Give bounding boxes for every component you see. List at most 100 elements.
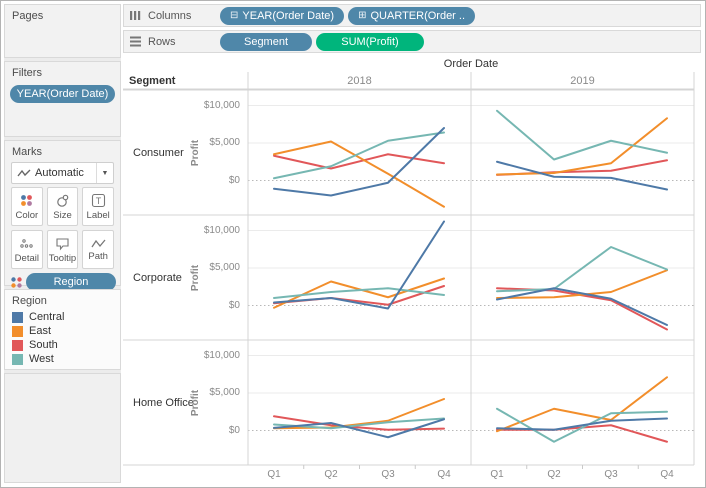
mark-type-label: Automatic [35,167,84,179]
label-button[interactable]: T Label [82,187,114,226]
series-line-south[interactable] [273,153,445,170]
legend-item-central[interactable]: Central [5,310,120,324]
legend-item-south[interactable]: South [5,338,120,352]
y-tick-label: $5,000 [209,387,240,398]
y-tick-label: $10,000 [203,99,240,111]
series-line-east[interactable] [496,269,668,299]
year-header-2018: 2018 [347,75,372,87]
legend-title: Region [12,295,47,307]
series-line-west[interactable] [496,407,668,443]
series-line-west[interactable] [273,287,445,299]
legend-label: Central [29,311,65,323]
legend-swatch [12,339,23,351]
series-line-east[interactable] [273,398,445,430]
columns-shelf-label: Columns [148,9,192,22]
marks-region-pill[interactable]: Region [26,273,116,291]
series-line-central[interactable] [273,220,445,310]
x-tick-label-q3: Q3 [381,469,395,480]
detail-button[interactable]: Detail [11,230,43,269]
legend-label: West [29,353,54,365]
chart-title-order-date: Order Date [443,58,499,70]
columns-shelf[interactable]: Columns ⊟ YEAR(Order Date) ⊞ QUARTER(Ord… [123,4,701,27]
series-line-east[interactable] [273,140,445,208]
color-button-label: Color [15,209,39,221]
segment-column-header: Segment [129,75,176,87]
series-line-east[interactable] [496,117,668,176]
x-tick-label-q2: Q2 [324,469,338,480]
legend-label: East [29,325,52,337]
row-label-consumer: Consumer [133,146,184,159]
chart-pane: Order Date Segment 2018 2019 Consumer Profit $… [123,56,701,480]
legend-swatch [12,325,23,337]
filters-label: Filters [12,67,42,79]
y-tick-label: $0 [228,299,240,311]
y-axis-title-profit: Profit [190,139,201,166]
series-line-west[interactable] [273,131,445,180]
mark-type-dropdown[interactable]: Automatic ▼ [11,162,114,184]
y-tick-label: $5,000 [209,137,240,148]
row-label-corporate: Corporate [133,271,182,284]
svg-text:T: T [95,196,101,206]
series-line-central[interactable] [496,417,668,431]
size-icon [57,194,69,207]
legend-label: South [29,339,58,351]
legend-swatch [12,311,23,323]
series-line-central[interactable] [273,418,445,439]
series-line-central[interactable] [496,160,668,191]
legend-item-east[interactable]: East [5,324,120,338]
pill-sum-profit[interactable]: SUM(Profit) [316,33,424,51]
pages-card[interactable]: Pages [4,4,121,58]
series-line-central[interactable] [273,127,445,197]
pill-label: YEAR(Order Date) [242,10,335,22]
text-label-icon: T [91,193,105,207]
y-axis-title-profit: Profit [190,264,201,291]
series-line-west[interactable] [496,246,668,293]
chevron-down-icon[interactable]: ▼ [96,163,113,183]
legend-item-west[interactable]: West [5,352,120,366]
color-dots-icon [11,276,22,288]
detail-button-label: Detail [14,252,39,264]
filter-pill-year-order-date[interactable]: YEAR(Order Date) [10,85,115,103]
size-button[interactable]: Size [46,187,79,226]
sidebar: Pages Filters YEAR(Order Date) Marks Aut… [4,4,121,483]
pill-label: QUARTER(Order .. [370,10,466,22]
y-tick-label: $0 [228,424,240,436]
tooltip-button[interactable]: Tooltip [46,230,79,269]
year-header-2019: 2019 [570,75,595,87]
filters-card[interactable]: Filters YEAR(Order Date) [4,61,121,137]
pages-label: Pages [12,10,44,22]
x-tick-label-q4: Q4 [437,469,451,480]
path-button[interactable]: Path [82,230,114,269]
x-tick-label-q1: Q1 [490,469,504,480]
size-button-label: Size [53,209,72,221]
rows-icon [130,36,142,47]
plus-box-icon[interactable]: ⊞ [358,10,367,21]
x-tick-label-q4: Q4 [660,469,674,480]
trellis-line-chart [123,72,695,469]
y-tick-label: $10,000 [203,224,240,236]
rows-shelf-label: Rows [148,35,176,48]
region-legend-card: Region Central East South West [4,289,121,370]
detail-dots-icon [20,238,34,248]
x-tick-label-q1: Q1 [267,469,281,480]
y-tick-label: $0 [228,174,240,186]
series-line-central[interactable] [496,287,668,326]
row-label-home-office: Home Office [133,396,194,409]
legend-swatch [12,353,23,365]
pill-label: SUM(Profit) [341,36,399,48]
path-button-label: Path [88,250,108,262]
series-line-west[interactable] [496,109,668,161]
color-button[interactable]: Color [11,187,43,226]
series-line-east[interactable] [496,376,668,433]
y-axis-title-profit: Profit [190,389,201,416]
rows-shelf[interactable]: Rows Segment SUM(Profit) [123,30,701,53]
tooltip-button-label: Tooltip [48,252,77,264]
y-tick-label: $5,000 [209,262,240,273]
line-mark-icon [17,168,31,178]
pill-quarter-order-date[interactable]: ⊞ QUARTER(Order .. [348,7,476,25]
pill-year-order-date[interactable]: ⊟ YEAR(Order Date) [220,7,345,25]
marks-label: Marks [12,146,42,158]
minus-box-icon[interactable]: ⊟ [230,10,239,21]
pill-segment[interactable]: Segment [220,33,312,51]
path-zigzag-icon [91,239,106,247]
